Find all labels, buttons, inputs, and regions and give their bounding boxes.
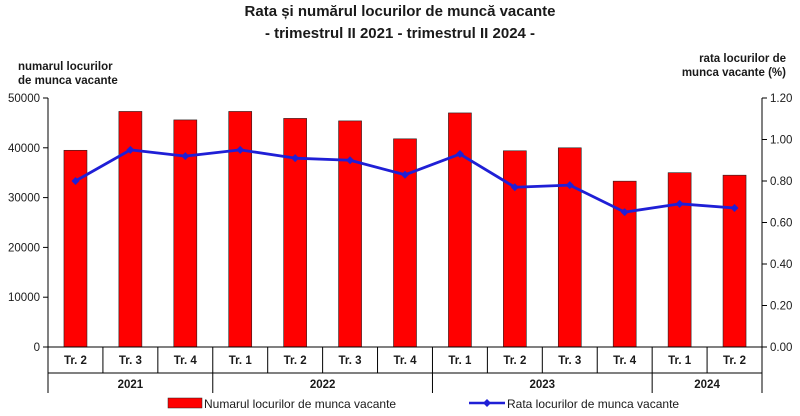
category-label: Tr. 1 bbox=[448, 355, 472, 367]
right-axis-title-line-1: rata locurilor de bbox=[699, 53, 786, 65]
category-label: Tr. 4 bbox=[174, 355, 198, 367]
rate-point bbox=[236, 145, 245, 154]
chart-title: Rata și numărul locurilor de muncă vacan… bbox=[245, 3, 556, 20]
rate-point bbox=[346, 156, 355, 165]
rate-point bbox=[71, 177, 80, 185]
category-label: Tr. 4 bbox=[393, 355, 417, 367]
axes bbox=[47, 98, 763, 393]
rate-point bbox=[401, 170, 409, 179]
rate-point bbox=[510, 183, 519, 192]
category-label: Tr. 1 bbox=[229, 355, 253, 367]
rate-point bbox=[675, 199, 684, 208]
left-tick-label: 40000 bbox=[8, 143, 40, 155]
bar bbox=[667, 172, 692, 348]
left-tick-label: 10000 bbox=[8, 292, 40, 304]
category-label: Tr. 3 bbox=[119, 355, 142, 367]
rate-point bbox=[291, 154, 300, 163]
bar bbox=[338, 120, 362, 348]
legend-line-label: Rata locurilor de munca vacante bbox=[507, 397, 679, 411]
bar bbox=[612, 180, 637, 348]
category-label: Tr. 1 bbox=[668, 355, 692, 367]
bar bbox=[722, 174, 747, 348]
bar bbox=[557, 147, 582, 348]
bar bbox=[393, 138, 417, 348]
rate-line-series bbox=[71, 145, 739, 217]
category-label: Tr. 2 bbox=[64, 355, 87, 367]
year-label: 2022 bbox=[310, 379, 336, 391]
year-labels: 2021 2022 2023 2024 bbox=[118, 379, 721, 391]
year-label: 2023 bbox=[530, 379, 556, 391]
legend-bar-swatch bbox=[167, 397, 203, 409]
rate-point bbox=[620, 208, 629, 217]
bar-series bbox=[63, 111, 747, 348]
right-tick-label: 0.40 bbox=[770, 259, 792, 271]
bar bbox=[448, 112, 472, 348]
right-tick-label: 0.20 bbox=[770, 301, 792, 313]
left-axis-ticks: 0 10000 20000 30000 40000 50000 bbox=[8, 93, 48, 354]
category-label: Tr. 2 bbox=[503, 355, 526, 367]
right-axis-title-line-2: munca vacante (%) bbox=[682, 67, 786, 79]
rate-point bbox=[181, 152, 190, 161]
rate-point bbox=[730, 203, 739, 212]
rate-point bbox=[126, 145, 135, 154]
right-axis-ticks: 0.00 0.20 0.40 0.60 0.80 1.00 1.20 bbox=[762, 93, 792, 354]
right-tick-label: 1.20 bbox=[770, 93, 792, 105]
legend: Numarul locurilor de munca vacante Rata … bbox=[167, 397, 679, 411]
rate-point bbox=[455, 150, 464, 159]
right-tick-label: 0.60 bbox=[770, 218, 792, 230]
left-tick-label: 0 bbox=[34, 342, 40, 354]
chart-subtitle: - trimestrul II 2021 - trimestrul II 202… bbox=[265, 25, 535, 42]
year-label: 2024 bbox=[694, 379, 720, 391]
left-axis-title-line-1: numarul locurilor bbox=[18, 61, 113, 73]
right-tick-label: 0.00 bbox=[770, 342, 792, 354]
bar bbox=[283, 118, 307, 348]
category-label: Tr. 4 bbox=[613, 355, 637, 367]
year-label: 2021 bbox=[118, 379, 144, 391]
category-label: Tr. 3 bbox=[339, 355, 362, 367]
category-label: Tr. 2 bbox=[723, 355, 746, 367]
left-tick-label: 30000 bbox=[8, 193, 40, 205]
right-tick-label: 0.80 bbox=[770, 176, 792, 188]
category-label: Tr. 3 bbox=[558, 355, 581, 367]
legend-bar-label: Numarul locurilor de munca vacante bbox=[204, 397, 396, 411]
left-tick-label: 50000 bbox=[8, 93, 40, 105]
bar bbox=[503, 150, 527, 348]
category-labels: Tr. 2 Tr. 3 Tr. 4 Tr. 1 Tr. 2 Tr. 3 Tr. 4 Tr. 1… bbox=[64, 355, 746, 367]
left-tick-label: 20000 bbox=[8, 242, 40, 254]
right-tick-label: 1.00 bbox=[770, 135, 792, 147]
rate-point bbox=[565, 181, 574, 190]
category-label: Tr. 2 bbox=[284, 355, 307, 367]
left-axis-title-line-2: de munca vacante bbox=[18, 75, 118, 87]
legend-line-marker bbox=[483, 399, 491, 407]
